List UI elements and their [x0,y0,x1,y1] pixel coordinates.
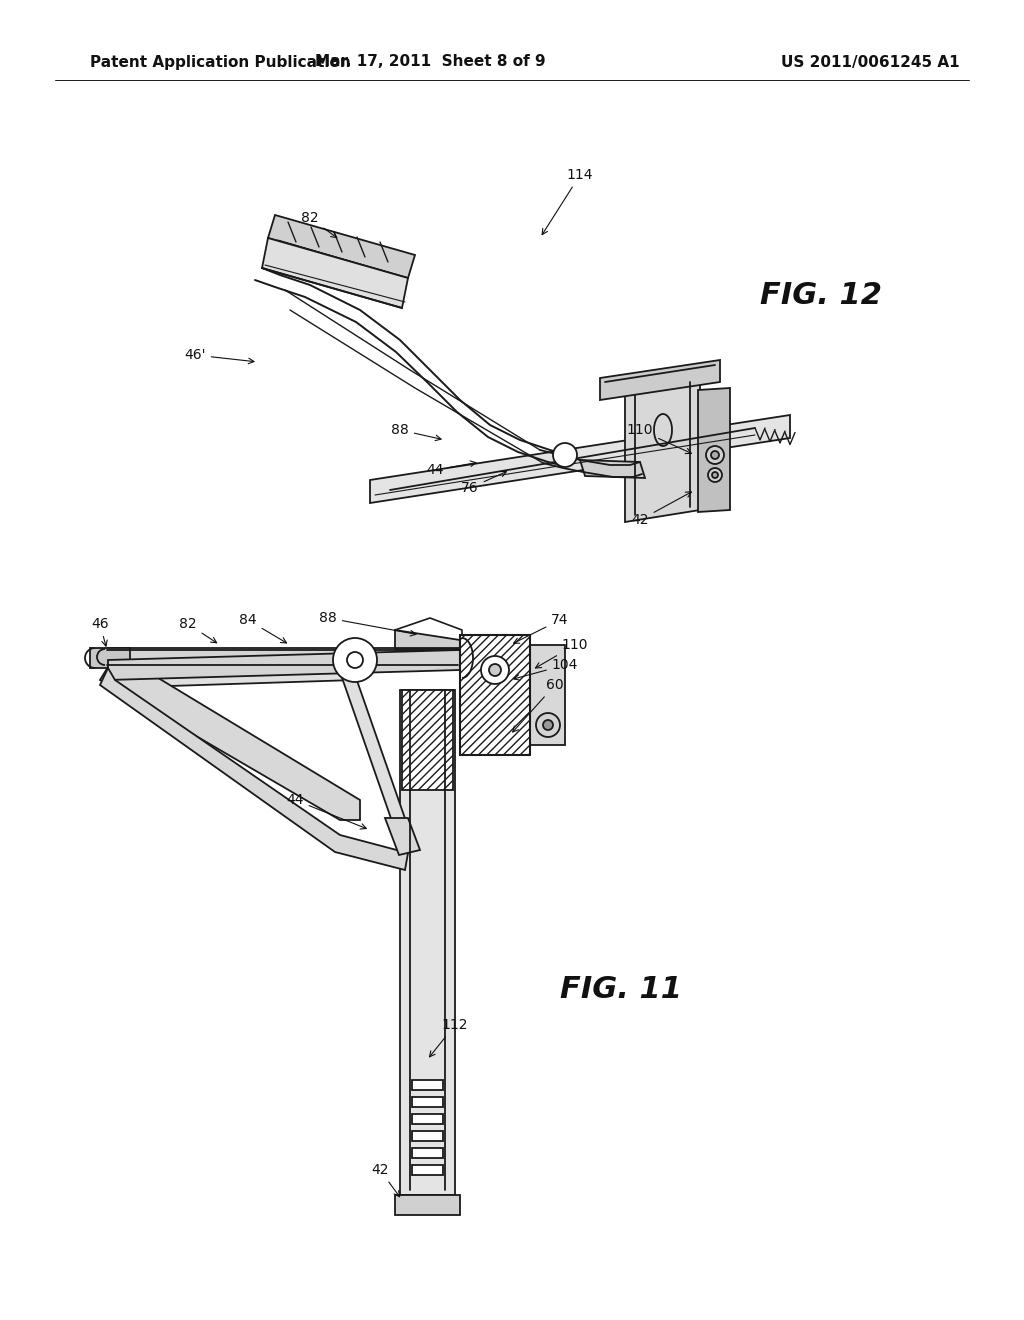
Text: 82: 82 [179,616,217,643]
Polygon shape [385,818,420,855]
Circle shape [553,444,577,467]
Polygon shape [412,1080,443,1090]
Polygon shape [698,388,730,512]
Text: FIG. 12: FIG. 12 [760,281,882,309]
Polygon shape [108,660,355,688]
Text: Mar. 17, 2011  Sheet 8 of 9: Mar. 17, 2011 Sheet 8 of 9 [314,54,546,70]
Circle shape [333,638,377,682]
Text: 42: 42 [631,492,691,527]
Polygon shape [100,668,408,870]
Text: 44: 44 [426,461,476,477]
Circle shape [347,652,362,668]
Text: 60: 60 [513,678,564,733]
Polygon shape [530,645,565,744]
Polygon shape [268,215,415,279]
Polygon shape [402,690,453,789]
Text: US 2011/0061245 A1: US 2011/0061245 A1 [780,54,959,70]
Text: 74: 74 [514,612,568,643]
Text: 88: 88 [391,422,441,441]
Polygon shape [90,648,130,668]
Circle shape [543,719,553,730]
Polygon shape [100,667,360,820]
Circle shape [708,469,722,482]
Text: 82: 82 [301,211,337,238]
Polygon shape [625,378,700,521]
Text: 110: 110 [536,638,588,668]
Polygon shape [262,238,408,308]
Polygon shape [580,459,645,478]
Text: 76: 76 [461,471,506,495]
Circle shape [712,473,718,478]
Polygon shape [108,649,460,680]
Polygon shape [105,649,460,665]
Text: 112: 112 [429,1018,468,1057]
Circle shape [711,451,719,459]
Text: Patent Application Publication: Patent Application Publication [90,54,351,70]
Text: 114: 114 [542,168,593,235]
Text: 44: 44 [287,793,367,829]
Polygon shape [460,638,485,678]
Polygon shape [108,648,460,667]
Polygon shape [600,360,720,400]
Text: 104: 104 [514,657,579,680]
Text: FIG. 11: FIG. 11 [560,975,682,1005]
Text: 42: 42 [372,1163,399,1197]
Polygon shape [395,1195,460,1214]
Text: 88: 88 [319,611,416,636]
Polygon shape [400,690,455,1195]
Polygon shape [460,635,530,755]
Polygon shape [412,1131,443,1140]
Polygon shape [412,1148,443,1158]
Circle shape [489,664,501,676]
Polygon shape [370,414,790,503]
Polygon shape [412,1166,443,1175]
Polygon shape [340,672,416,850]
Circle shape [706,446,724,465]
Text: 84: 84 [240,612,287,643]
Text: 46': 46' [184,348,254,364]
Text: 110: 110 [627,422,691,454]
Circle shape [536,713,560,737]
Circle shape [481,656,509,684]
Polygon shape [412,1114,443,1125]
Polygon shape [395,630,462,648]
Text: 46: 46 [91,616,109,645]
Polygon shape [412,1097,443,1107]
